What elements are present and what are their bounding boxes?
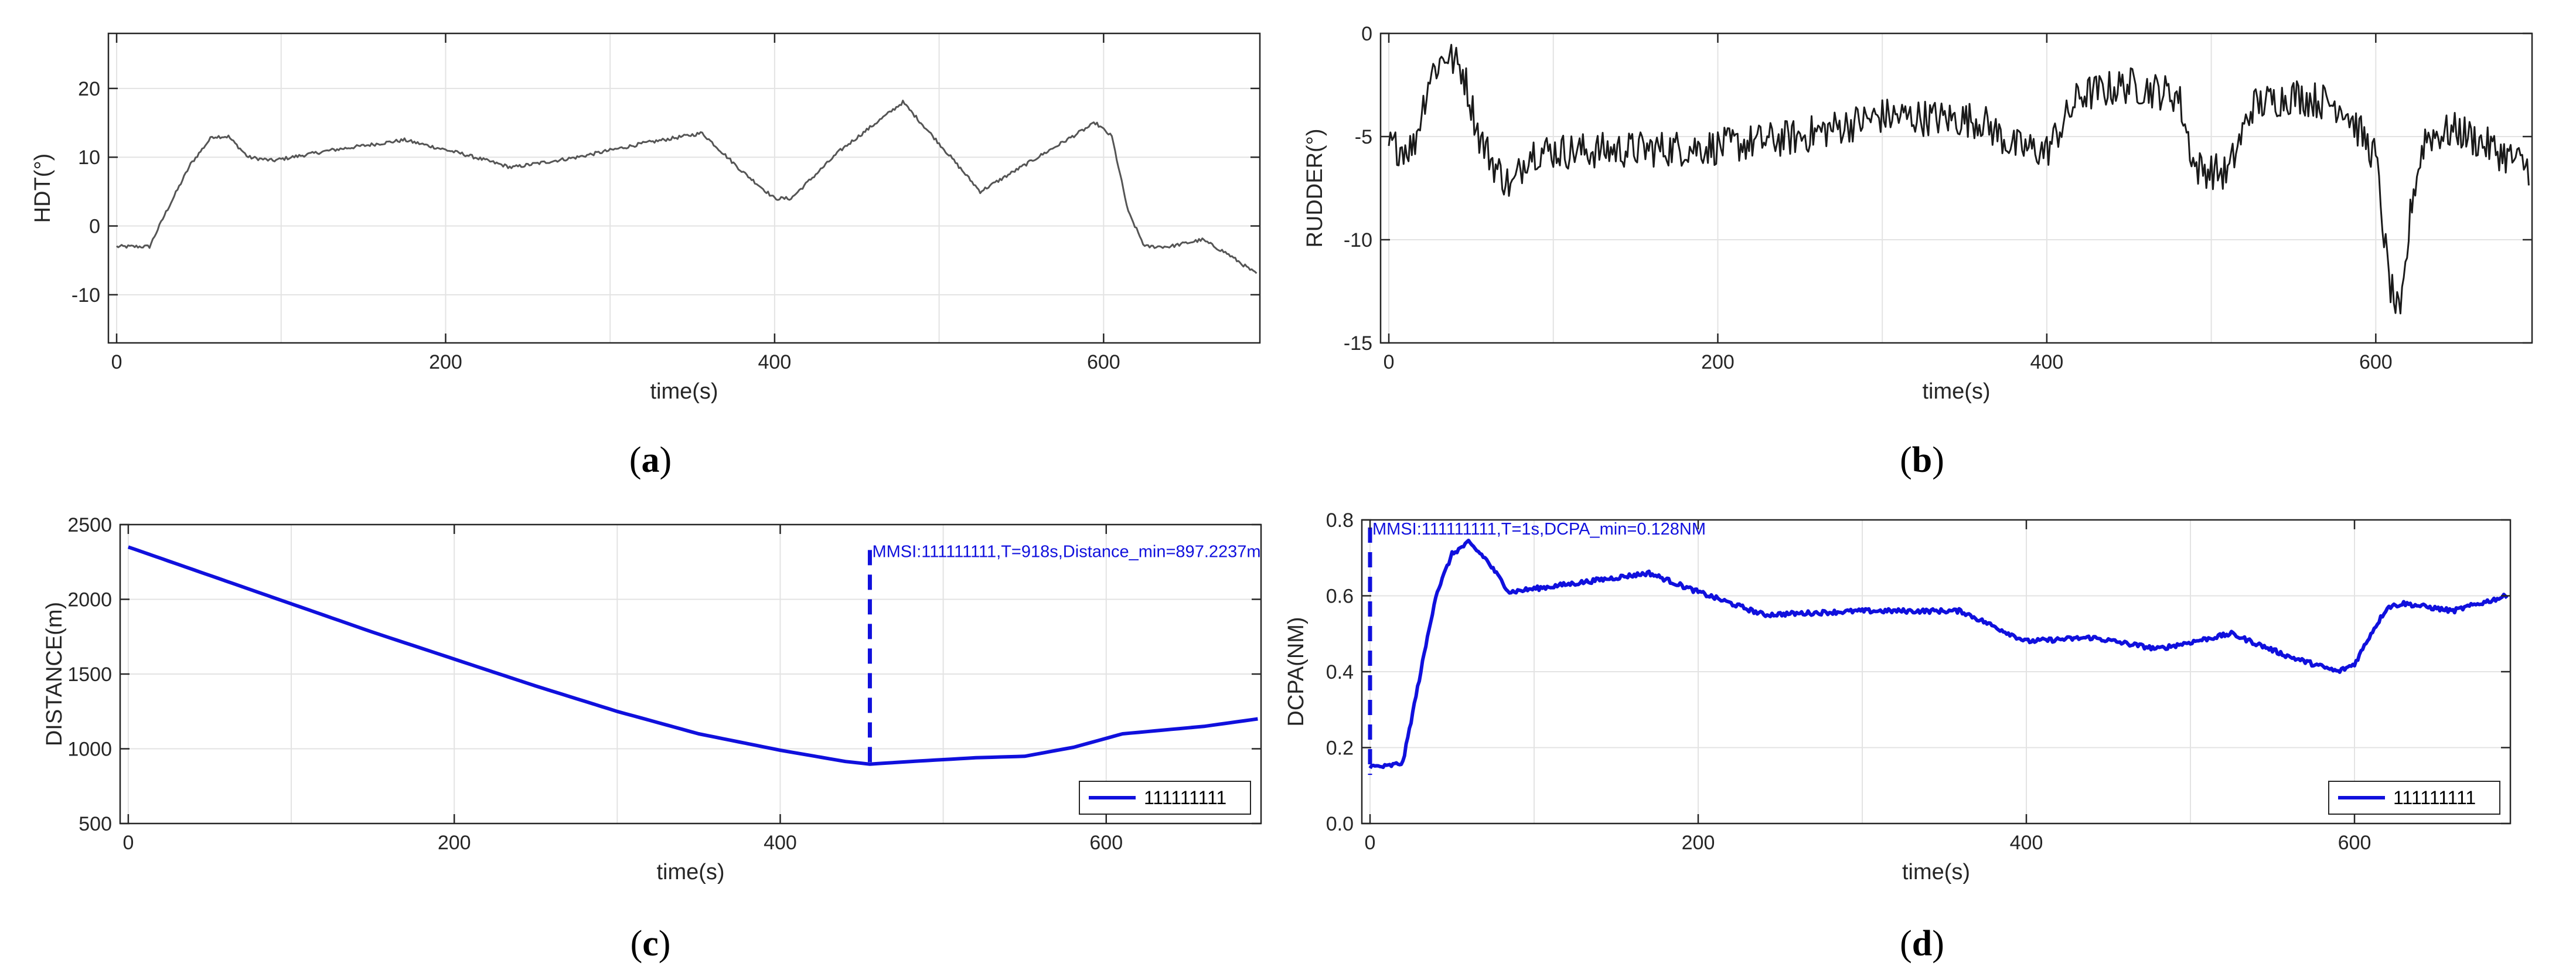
chart-panel-a: 0 200 400 600 -10 0 10 20 time(s) HDT(°) (a) [30, 32, 1261, 480]
panel-letter: d [1912, 924, 1932, 964]
x-axis-label: time(s) [650, 379, 718, 404]
min-annotation: MMSI:111111111,T=1s,DCPA_min=0.128NM [1372, 520, 1706, 539]
x-axis-label: time(s) [656, 860, 724, 884]
y-tick-label: 0 [1361, 23, 1372, 45]
panel-letter: c [642, 924, 659, 964]
y-axis-label: RUDDER(°) [1303, 128, 1327, 247]
legend: 111111111 [1079, 781, 1251, 815]
x-tick-label: 0 [122, 832, 134, 854]
y-tick-label: 0.0 [1326, 813, 1354, 835]
y-tick-label: 0.4 [1326, 661, 1354, 683]
y-axis-label: DCPA(NM) [1284, 617, 1309, 726]
y-tick-label: 1000 [67, 739, 112, 761]
panel-label: (c) [631, 924, 671, 964]
x-tick-label: 600 [2359, 351, 2393, 373]
legend-entry: 111111111 [1144, 787, 1226, 808]
y-tick-label: 0.2 [1326, 737, 1354, 760]
y-tick-label: 0.8 [1326, 509, 1354, 532]
x-tick-label: 600 [1087, 351, 1120, 373]
x-tick-label: 600 [2338, 832, 2371, 854]
min-annotation: MMSI:111111111,T=918s,Distance_min=897.2… [872, 542, 1260, 561]
chart-panel-c: MMSI:111111111,T=918s,Distance_min=897.2… [42, 514, 1262, 964]
x-tick-label: 0 [111, 351, 122, 373]
y-tick-label: 2000 [67, 589, 112, 611]
x-tick-label: 200 [438, 832, 471, 854]
x-tick-label: 0 [1365, 832, 1376, 854]
x-tick-label: 400 [2030, 351, 2064, 373]
x-tick-label: 200 [1682, 832, 1715, 854]
y-tick-label: 0 [89, 216, 100, 238]
axes-box [1379, 32, 2533, 344]
series-line [1368, 539, 2509, 770]
legend-entry: 111111111 [2393, 787, 2476, 808]
y-axis-label: DISTANCE(m) [42, 602, 67, 746]
x-axis-label: time(s) [1922, 379, 1990, 404]
y-tick-label: 0.6 [1326, 586, 1354, 608]
legend: 111111111 [2328, 781, 2500, 815]
series-line [127, 545, 1258, 766]
y-tick-label: 500 [79, 813, 112, 835]
y-axis-label: HDT(°) [30, 154, 55, 223]
plot-area [108, 33, 1260, 343]
y-tick-label: 20 [78, 78, 100, 100]
x-tick-label: 200 [1701, 351, 1735, 373]
legend-box [2328, 781, 2500, 815]
y-tick-label: 1500 [67, 663, 112, 686]
y-tick-label: 10 [78, 147, 100, 169]
x-tick-label: 600 [1089, 832, 1123, 854]
plot-area [1381, 33, 2532, 343]
y-tick-label: 2500 [67, 514, 112, 536]
y-tick-label: -10 [71, 284, 100, 307]
series-line [1388, 43, 2530, 315]
y-tick-label: -5 [1355, 126, 1372, 148]
chart-panel-b: 0 200 400 600 -15 -10 -5 0 time(s) RUDDER(°) (b) [1303, 23, 2533, 480]
y-tick-label: -15 [1344, 332, 1372, 355]
x-axis-label: time(s) [1902, 860, 1970, 884]
x-tick-label: 400 [764, 832, 797, 854]
x-tick-label: 0 [1384, 351, 1395, 373]
panel-label: (d) [1900, 924, 1944, 964]
panel-label: (a) [629, 440, 672, 480]
panel-letter: b [1912, 440, 1932, 480]
x-tick-label: 200 [429, 351, 462, 373]
x-tick-label: 400 [758, 351, 792, 373]
x-tick-label: 400 [2010, 832, 2043, 854]
panel-letter: a [642, 440, 660, 480]
axes-box [107, 32, 1261, 344]
panel-label: (b) [1900, 440, 1944, 480]
chart-panel-d: MMSI:111111111,T=1s,DCPA_min=0.128NM 0 200… [1284, 509, 2512, 964]
series-line [116, 100, 1258, 274]
y-tick-label: -10 [1344, 229, 1372, 251]
